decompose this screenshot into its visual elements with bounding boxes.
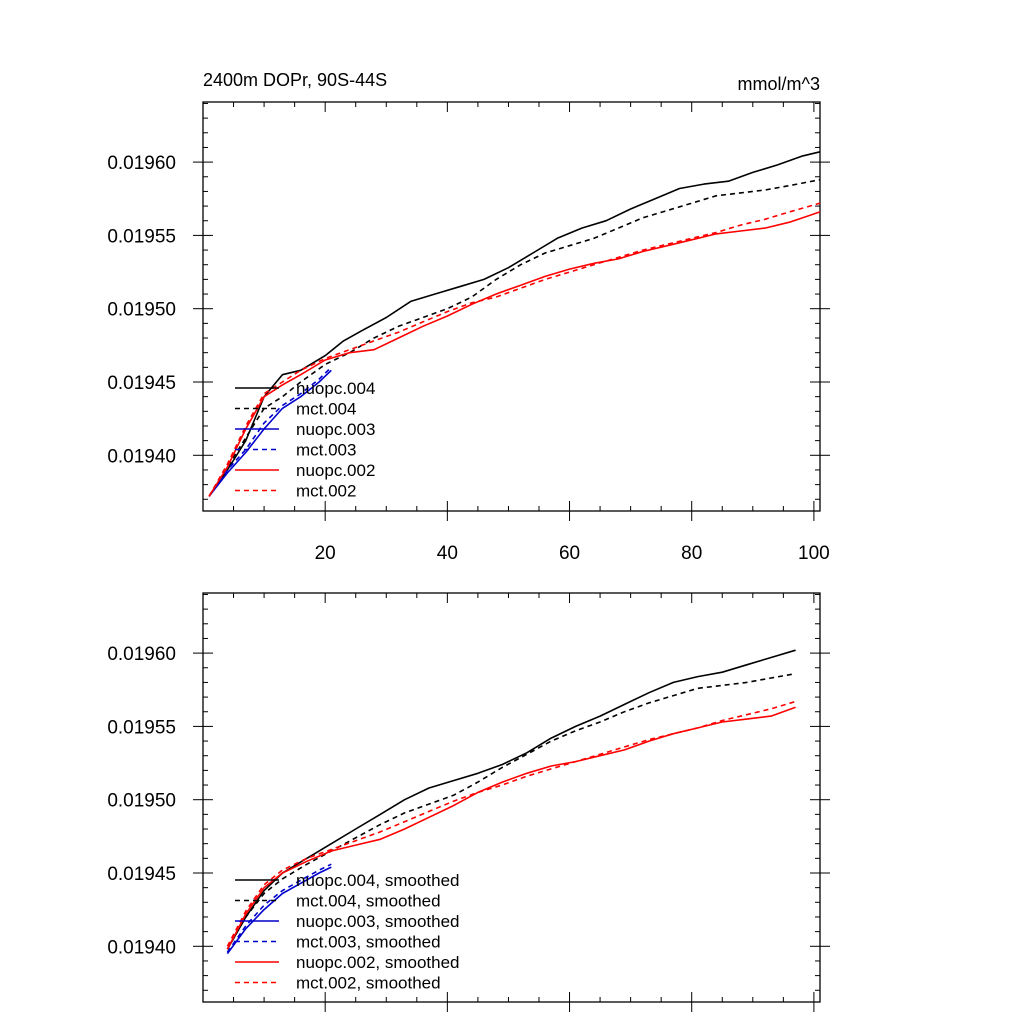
series-line-0 (226, 649, 796, 950)
x-tick-label: 80 (681, 543, 702, 564)
y-tick-label: 0.01950 (107, 791, 176, 812)
y-tick-label: 0.01940 (107, 937, 176, 958)
y-tick-label: 0.01945 (107, 864, 176, 885)
series-line-3 (208, 366, 332, 497)
legend-label-2: nuopc.003 (296, 420, 375, 439)
chart-title: 2400m DOPr, 90S-44S (203, 70, 387, 90)
legend-label-3: mct.003 (296, 441, 356, 460)
x-tick-label: 100 (798, 543, 830, 564)
series-line-2 (226, 866, 332, 955)
y-tick-label: 0.01955 (107, 717, 176, 738)
plot-frame (202, 592, 821, 1003)
x-tick-label: 20 (315, 543, 336, 564)
series-line-5 (226, 700, 796, 947)
legend-label-5: mct.002 (296, 482, 356, 501)
legend-label-5: mct.002, smoothed (296, 974, 441, 993)
y-tick-label: 0.01945 (107, 373, 176, 394)
series-line-3 (226, 863, 332, 953)
x-tick-label: 40 (437, 543, 458, 564)
legend-label-4: nuopc.002, smoothed (296, 953, 460, 972)
top-panel: 20 40 60 80 100 0.01940 0.01945 0.01950 0.01955 0… (107, 70, 830, 564)
legend-label-2: nuopc.003, smoothed (296, 912, 460, 931)
legend-label-1: mct.004, smoothed (296, 892, 441, 911)
y-tick-label: 0.01950 (107, 300, 176, 321)
series-line-4 (208, 211, 821, 497)
series-line-1 (208, 178, 821, 497)
plot-frame (202, 101, 821, 512)
series-line-5 (208, 202, 821, 497)
x-tick-label: 60 (559, 543, 580, 564)
units-label: mmol/m^3 (738, 74, 820, 94)
legend-label-3: mct.003, smoothed (296, 933, 441, 952)
y-tick-label: 0.01960 (107, 153, 176, 174)
y-tick-label: 0.01940 (107, 446, 176, 467)
bottom-panel: 0.01940 0.01945 0.01950 0.01955 0.01960 nuopc… (107, 592, 830, 1012)
legend-label-0: nuopc.004 (296, 379, 375, 398)
y-tick-label: 0.01960 (107, 644, 176, 665)
legend-label-1: mct.004 (296, 400, 356, 419)
y-tick-label: 0.01955 (107, 226, 176, 247)
legend-label-0: nuopc.004, smoothed (296, 871, 460, 890)
series-line-2 (208, 369, 332, 497)
series-line-0 (208, 151, 821, 497)
legend-label-4: nuopc.002 (296, 461, 375, 480)
series-line-1 (226, 672, 796, 950)
